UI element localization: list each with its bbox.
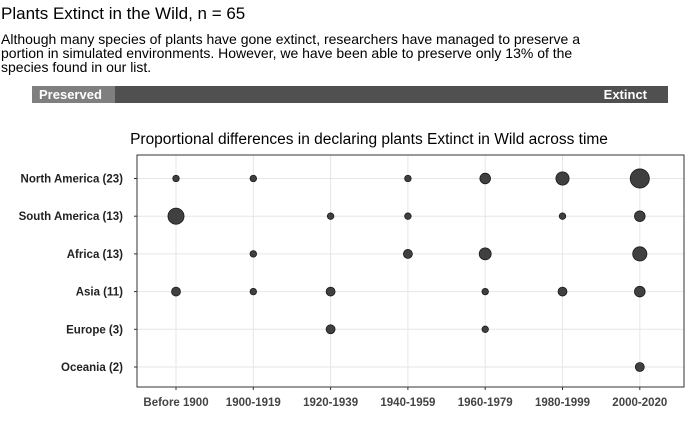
data-point	[634, 362, 645, 372]
y-tick-label: North America (23)	[21, 174, 124, 186]
x-tick-label: 1900-1919	[226, 397, 281, 409]
x-axis-labels: Before 1900 1900-1919 1920-1939 1940-1959 19…	[143, 387, 667, 409]
grid-lines	[137, 155, 684, 387]
data-point	[249, 287, 257, 296]
y-tick-label: Europe (3)	[66, 324, 123, 336]
data-point	[634, 285, 646, 298]
data-point	[325, 324, 336, 335]
y-tick-label: Asia (11)	[76, 287, 123, 299]
y-tick-label: Oceania (2)	[61, 362, 123, 374]
preserved-bar-fill	[32, 86, 115, 103]
data-points	[167, 168, 650, 372]
data-point	[479, 172, 491, 185]
x-tick-label: 1980-1999	[535, 397, 590, 409]
data-point	[325, 286, 336, 297]
data-point	[629, 168, 650, 189]
data-point	[172, 174, 180, 183]
data-point	[634, 210, 646, 222]
data-point	[558, 212, 567, 220]
data-point	[404, 174, 412, 183]
y-tick-label: South America (13)	[19, 211, 124, 223]
extinct-label: Extinct	[603, 87, 647, 102]
data-point	[403, 249, 413, 259]
description-text: Although many species of plants have gon…	[1, 31, 581, 75]
data-point	[404, 212, 412, 220]
data-point	[632, 246, 648, 262]
chart-title: Proportional differences in declaring pl…	[130, 131, 608, 148]
data-point	[481, 287, 489, 296]
data-point	[249, 250, 257, 258]
x-tick-label: 1920-1939	[303, 397, 358, 409]
data-point	[326, 212, 335, 220]
x-tick-label: 1940-1959	[380, 397, 435, 409]
plot-border	[136, 154, 685, 388]
preserved-label: Preserved	[39, 87, 102, 102]
y-tick-label: Africa (13)	[67, 249, 123, 261]
data-point	[249, 174, 257, 183]
x-tick-label: 1960-1979	[458, 397, 513, 409]
x-tick-label: 2000-2020	[612, 397, 667, 409]
data-point	[481, 325, 489, 333]
data-point	[167, 207, 185, 225]
y-axis-labels: North America (23) South America (13) Afri…	[19, 174, 137, 374]
preserved-extinct-bar: Preserved Extinct	[32, 86, 668, 103]
page-title: Plants Extinct in the Wild, n = 65	[1, 4, 246, 23]
data-point	[478, 247, 492, 261]
data-point	[557, 286, 568, 297]
data-point	[171, 286, 181, 297]
data-point	[555, 171, 570, 186]
x-tick-label: Before 1900	[143, 397, 208, 409]
